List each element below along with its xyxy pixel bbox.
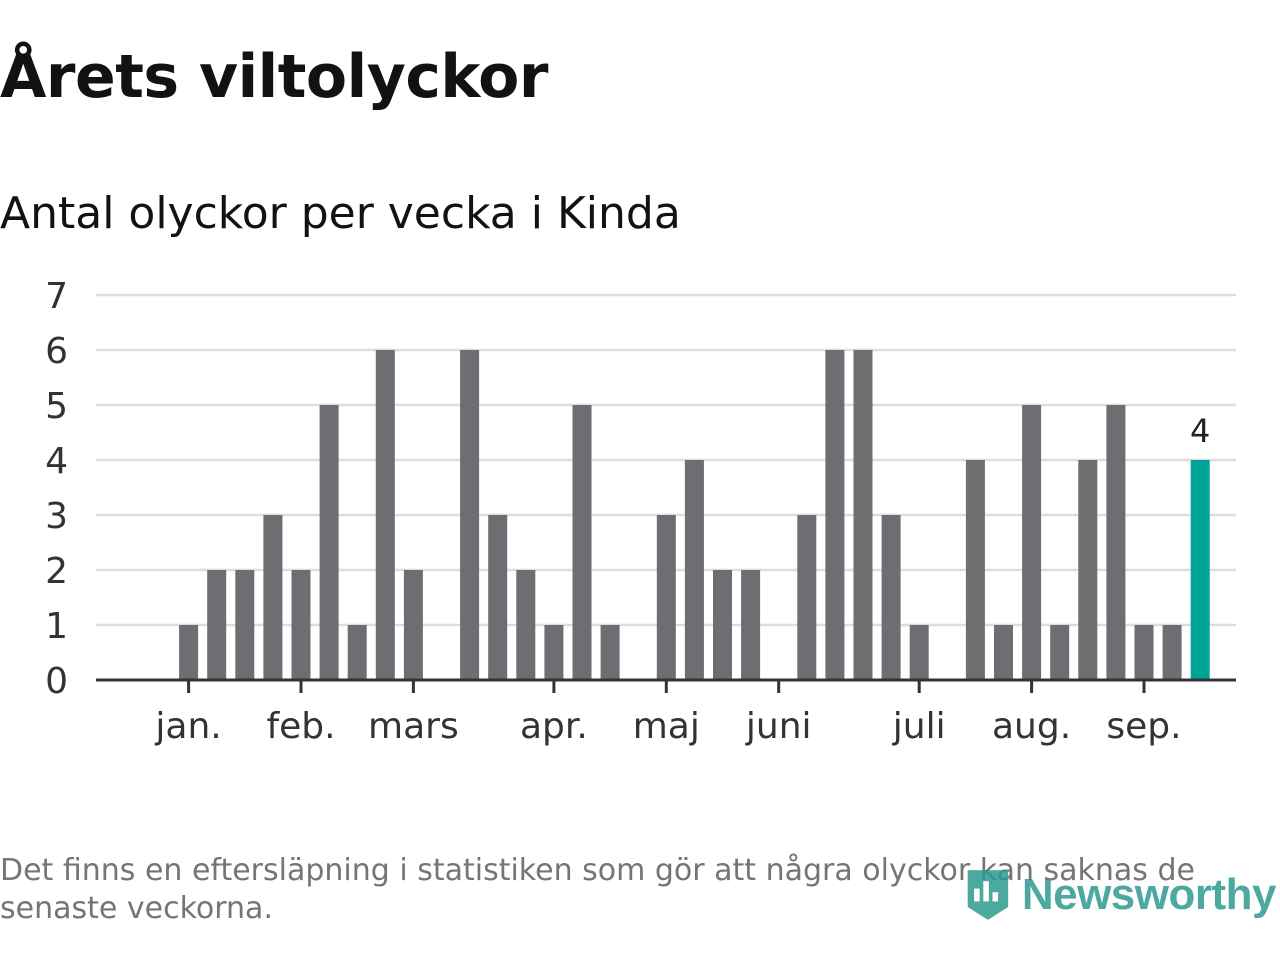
bar — [1022, 405, 1042, 680]
bar — [994, 625, 1013, 680]
x-tick-label: mars — [368, 706, 459, 747]
bar — [207, 570, 227, 680]
bar — [825, 350, 845, 680]
newsworthy-logo-icon — [967, 870, 1009, 920]
bar — [1162, 625, 1182, 680]
bar — [403, 570, 423, 680]
bar — [853, 350, 873, 680]
bar — [741, 570, 761, 680]
bar — [1078, 460, 1098, 680]
bar-highlight — [1190, 460, 1210, 680]
bar — [656, 515, 676, 680]
bar — [965, 460, 985, 680]
y-tick-label: 2 — [45, 551, 68, 592]
y-tick-label: 6 — [45, 331, 68, 372]
y-tick-label: 1 — [45, 606, 68, 647]
x-tick-label: feb. — [266, 706, 335, 747]
y-tick-label: 4 — [45, 441, 68, 482]
chart-subtitle: Antal olyckor per vecka i Kinda — [0, 188, 681, 239]
y-tick-label: 0 — [45, 661, 68, 702]
y-tick-label: 3 — [45, 496, 68, 537]
chart-title: Årets viltolyckor — [0, 42, 549, 112]
bar — [488, 515, 508, 680]
logo-text: Newsworthy — [1021, 870, 1277, 919]
bar — [319, 405, 339, 680]
data-label: 4 — [1190, 412, 1210, 450]
bar — [881, 515, 901, 680]
bar — [572, 405, 592, 680]
y-tick-label: 5 — [45, 386, 68, 427]
bar — [1106, 405, 1126, 680]
x-tick-label: maj — [633, 706, 700, 747]
bar — [347, 625, 367, 680]
bar — [797, 515, 817, 680]
bar — [375, 350, 395, 680]
x-tick-label: juli — [892, 706, 946, 747]
newsworthy-logo[interactable]: Newsworthy — [964, 860, 1277, 930]
x-tick-label: sep. — [1106, 706, 1181, 747]
bar — [291, 570, 311, 680]
bar — [179, 625, 199, 680]
bar — [713, 570, 732, 680]
bar — [909, 625, 929, 680]
bar — [235, 570, 255, 680]
bar — [684, 460, 704, 680]
bar — [263, 515, 283, 680]
x-tick-label: aug. — [992, 706, 1071, 747]
bar-chart: 0 1 2 3 4 5 6 7 4 jan. feb. mars apr. maj juni juli aug.… — [45, 276, 1236, 747]
bar — [460, 350, 480, 680]
bar — [544, 625, 564, 680]
bar — [516, 570, 536, 680]
bar — [1050, 625, 1070, 680]
x-tick-label: juni — [745, 706, 812, 747]
bar — [1134, 625, 1154, 680]
y-tick-label: 7 — [45, 276, 68, 317]
x-tick-label: jan. — [154, 706, 221, 747]
x-tick-label: apr. — [520, 706, 588, 747]
bar — [600, 625, 620, 680]
